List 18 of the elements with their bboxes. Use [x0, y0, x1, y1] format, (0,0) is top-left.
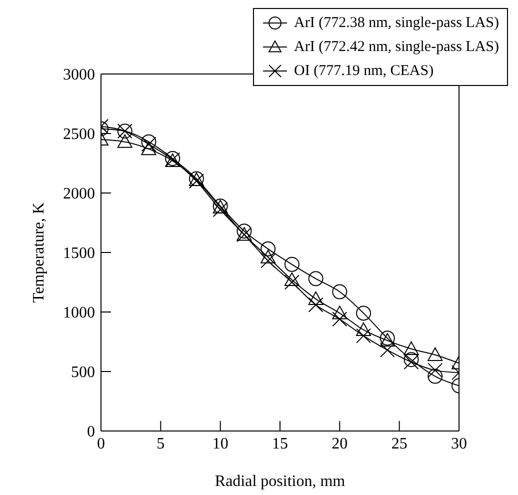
y-tick-label: 2000 [63, 186, 95, 203]
y-tick-label: 1500 [63, 245, 95, 262]
x-tick-label: 10 [212, 435, 228, 452]
y-tick-label: 2500 [63, 126, 95, 144]
legend-label: ArI (772.38 nm, single-pass LAS) [294, 14, 499, 33]
y-tick-label: 500 [71, 364, 95, 382]
x-tick-label: 25 [391, 435, 408, 452]
y-tick-label: 3000 [63, 66, 95, 84]
legend-label: OI (777.19 nm, CEAS) [294, 62, 434, 81]
y-tick-label: 1000 [63, 304, 95, 322]
x-tick-label: 5 [156, 435, 165, 452]
legend-label: ArI (772.42 nm, single-pass LAS) [294, 38, 499, 57]
y-tick-label: 0 [87, 424, 95, 441]
x-tick-label: 30 [451, 435, 467, 452]
x-tick-label: 20 [332, 435, 348, 452]
x-axis-title: Radial position, mm [214, 473, 346, 490]
x-tick-label: 15 [272, 435, 288, 452]
y-axis-title: Temperature, K [30, 202, 48, 303]
